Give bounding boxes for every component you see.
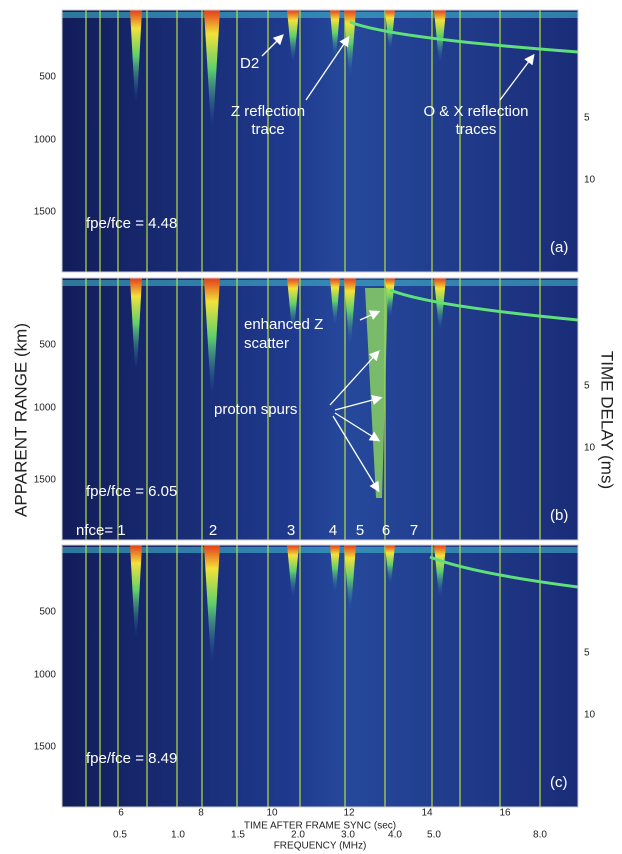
reflection-trace xyxy=(389,288,579,322)
panels xyxy=(61,9,579,808)
echo-streak xyxy=(344,10,356,76)
range-tick-label: 1000 xyxy=(34,670,57,681)
freq-axis-label: FREQUENCY (MHz) xyxy=(274,841,367,852)
range-tick-label: 500 xyxy=(39,607,56,618)
echo-streak xyxy=(330,545,340,593)
freq-tick-label: 3.0 xyxy=(341,830,355,841)
delay-tick-label: 5 xyxy=(584,381,590,392)
echo-streak xyxy=(385,278,395,318)
annotation: scatter xyxy=(244,335,289,352)
delay-tick-label: 5 xyxy=(584,113,590,124)
annotation-arrow xyxy=(359,310,381,321)
freq-tick-label: 1.5 xyxy=(231,830,245,841)
right-axis-label: TIME DELAY (ms) xyxy=(598,351,617,489)
freq-tick-label: 5.0 xyxy=(427,830,441,841)
time-tick-label: 12 xyxy=(343,808,355,819)
time-tick-label: 6 xyxy=(118,808,124,819)
time-axis-label: TIME AFTER FRAME SYNC (sec) xyxy=(244,821,396,832)
time-tick-label: 16 xyxy=(499,808,511,819)
range-tick-label: 500 xyxy=(39,72,56,83)
echo-streak xyxy=(330,10,340,58)
panel-ratio: fpe/fce = 6.05 xyxy=(86,483,177,500)
proton-spurs xyxy=(365,288,388,498)
reflection-trace xyxy=(349,20,579,54)
range-tick-label: 1500 xyxy=(34,475,57,486)
annotation: traces xyxy=(456,121,497,138)
echo-streak xyxy=(130,278,142,370)
time-tick-label: 10 xyxy=(266,808,278,819)
harmonic-number: 6 xyxy=(382,522,390,539)
harmonic-number: nfce= 1 xyxy=(76,522,126,539)
echo-streak xyxy=(287,10,299,63)
range-tick-label: 1000 xyxy=(34,135,57,146)
harmonic-number: 5 xyxy=(356,522,364,539)
range-tick-label: 1500 xyxy=(34,207,57,218)
delay-tick-label: 10 xyxy=(584,175,596,186)
left-axis-label: APPARENT RANGE (km) xyxy=(11,323,30,517)
reflection-trace xyxy=(429,555,579,589)
panel-frame xyxy=(61,9,579,273)
echo-streak xyxy=(344,545,356,611)
echo-streak xyxy=(204,10,220,128)
annotation: trace xyxy=(251,121,284,138)
range-tick-label: 1500 xyxy=(34,742,57,753)
range-tick-label: 500 xyxy=(39,340,56,351)
panel-frame xyxy=(61,544,579,808)
echo-streak xyxy=(287,278,299,331)
time-tick-label: 8 xyxy=(198,808,204,819)
echo-streak xyxy=(130,10,142,102)
echo-streak xyxy=(204,545,220,663)
panel-label: (c) xyxy=(550,774,568,791)
panel-background xyxy=(62,10,578,272)
annotation: O & X reflection xyxy=(423,103,528,120)
annotation-arrow xyxy=(329,350,380,406)
freq-tick-label: 8.0 xyxy=(533,830,547,841)
echo-streak xyxy=(130,545,142,637)
harmonic-number: 2 xyxy=(209,522,217,539)
annotation: Z reflection xyxy=(231,103,305,120)
annotation-arrow xyxy=(261,34,284,57)
freq-tick-label: 1.0 xyxy=(171,830,185,841)
echo-streak xyxy=(434,10,446,63)
freq-tick-label: 4.0 xyxy=(388,830,402,841)
delay-tick-label: 10 xyxy=(584,710,596,721)
panel-label: (b) xyxy=(550,507,568,524)
top-band xyxy=(62,12,578,18)
annotation-arrow xyxy=(305,35,350,101)
panel-label: (a) xyxy=(550,239,568,256)
annotation-arrow xyxy=(334,394,383,411)
echo-streak xyxy=(385,10,395,50)
delay-tick-label: 5 xyxy=(584,648,590,659)
annotation: D2 xyxy=(240,55,259,72)
annotation: enhanced Z xyxy=(244,316,323,333)
harmonic-number: 7 xyxy=(410,522,418,539)
annotation-arrow xyxy=(334,412,381,442)
top-band xyxy=(62,547,578,553)
echo-streak xyxy=(204,278,220,396)
time-tick-label: 14 xyxy=(421,808,433,819)
top-band xyxy=(62,280,578,286)
freq-tick-label: 0.5 xyxy=(113,830,127,841)
labels: TIME AFTER FRAME SYNC (sec) FREQUENCY (M… xyxy=(11,323,616,852)
echo-streak xyxy=(287,545,299,598)
annotation: proton spurs xyxy=(214,401,297,418)
echo-streak xyxy=(385,545,395,585)
annotation-arrow xyxy=(332,415,380,493)
echo-streak xyxy=(434,278,446,331)
panel-frame xyxy=(61,277,579,541)
annotation-arrow xyxy=(499,53,535,101)
panel-background xyxy=(62,545,578,807)
echo-streak xyxy=(330,278,340,326)
panel-ratio: fpe/fce = 8.49 xyxy=(86,750,177,767)
range-tick-label: 1000 xyxy=(34,403,57,414)
panel-background xyxy=(62,278,578,540)
harmonic-number: 3 xyxy=(287,522,295,539)
panel-ratio: fpe/fce = 4.48 xyxy=(86,215,177,232)
delay-tick-label: 10 xyxy=(584,443,596,454)
echo-streak xyxy=(344,278,356,344)
harmonic-number: 4 xyxy=(329,522,337,539)
freq-tick-label: 2.0 xyxy=(291,830,305,841)
